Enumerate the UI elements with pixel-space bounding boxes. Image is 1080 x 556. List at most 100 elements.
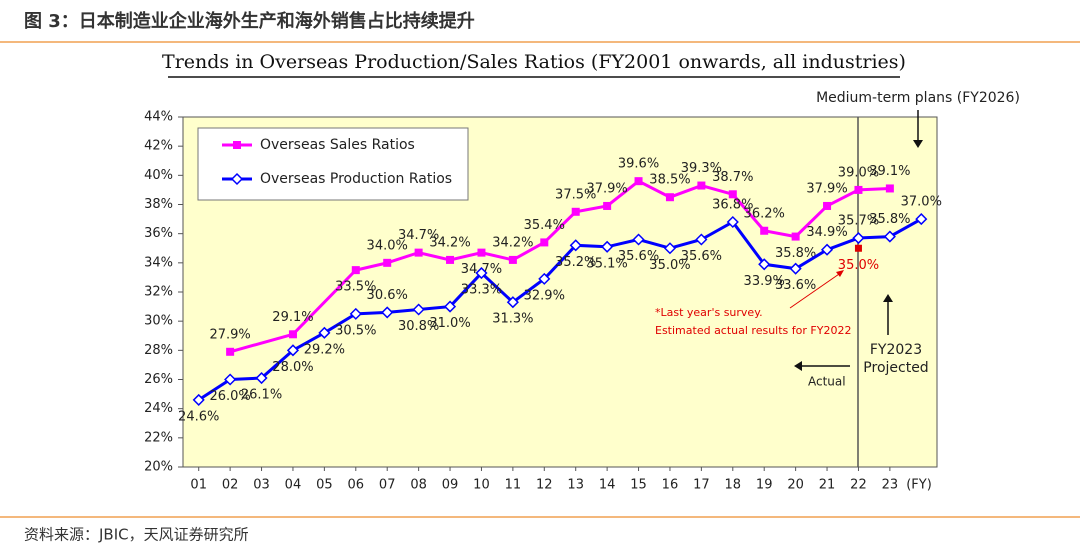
x-tick-label: 11: [505, 478, 522, 493]
marker: [697, 181, 706, 190]
marker: [601, 240, 614, 253]
value-label: 27.9%: [209, 327, 250, 342]
value-label: 38.7%: [712, 170, 753, 185]
marker: [854, 185, 863, 194]
arrow-head: [913, 140, 923, 148]
marker: [224, 373, 237, 386]
marker: [758, 258, 771, 271]
marker: [820, 243, 834, 256]
y-tick-label: 38%: [144, 197, 173, 212]
value-label: 32.9%: [524, 288, 565, 303]
x-tick-label: 22: [850, 478, 867, 493]
annotation: Estimated actual results for FY2022: [655, 324, 851, 337]
x-tick-label: 02: [222, 478, 239, 493]
marker: [446, 255, 455, 264]
value-label: 37.0%: [901, 195, 942, 210]
value-label: 36.2%: [744, 206, 785, 221]
y-tick-label: 34%: [144, 255, 173, 270]
y-tick-label: 36%: [144, 226, 173, 241]
x-tick-label: 19: [756, 478, 773, 493]
value-label: 35.1%: [586, 256, 627, 271]
y-tick-label: 40%: [144, 168, 173, 183]
annotation: Medium-term plans (FY2026): [816, 90, 1020, 106]
value-label: 35.0%: [649, 258, 690, 273]
header-title: 图 3：日本制造业企业海外生产和海外销售占比持续提升: [24, 10, 475, 32]
marker: [726, 215, 739, 229]
value-label: 39.3%: [681, 161, 722, 176]
value-label: 29.2%: [304, 342, 345, 357]
marker: [226, 347, 235, 356]
survey-marker: [854, 244, 862, 252]
y-tick-label: 44%: [144, 110, 173, 125]
y-tick-label: 30%: [144, 314, 173, 329]
marker: [571, 207, 580, 216]
value-label: 34.0%: [367, 238, 408, 253]
value-label: 34.9%: [806, 225, 847, 240]
marker: [915, 213, 928, 226]
value-label: 34.2%: [492, 235, 533, 250]
value-label: 29.1%: [272, 310, 313, 325]
x-tick-label: 13: [567, 478, 584, 493]
annotation: Projected: [863, 360, 928, 376]
marker: [288, 330, 297, 339]
marker: [791, 232, 800, 241]
value-label: 30.8%: [398, 319, 439, 334]
value-label: 28.0%: [272, 360, 313, 375]
series-line: [197, 217, 923, 402]
x-tick-label: 18: [725, 478, 742, 493]
value-label: 31.3%: [492, 312, 533, 327]
marker: [414, 248, 423, 257]
y-tick-label: 28%: [144, 343, 173, 358]
source-note: 资料来源：JBIC，天风证券研究所: [24, 526, 249, 544]
x-tick-label: 21: [819, 478, 836, 493]
arrow-head: [836, 270, 844, 277]
value-label: 35.7%: [838, 214, 879, 229]
chart-title: Trends in Overseas Production/Sales Rati…: [162, 51, 906, 73]
value-label: 35.8%: [775, 246, 816, 261]
marker: [192, 393, 205, 406]
x-tick-label: 05: [316, 478, 333, 493]
value-label: 33.5%: [335, 280, 376, 295]
value-label: 30.6%: [367, 288, 408, 303]
y-tick-label: 32%: [144, 285, 173, 300]
marker: [349, 307, 362, 320]
marker: [789, 262, 802, 275]
annotation: FY2023: [870, 342, 922, 358]
value-label: 34.7%: [398, 228, 439, 243]
marker: [286, 344, 300, 357]
x-tick-label: 15: [630, 478, 647, 493]
marker: [823, 201, 832, 210]
marker: [318, 326, 331, 339]
x-tick-label: 09: [442, 478, 459, 493]
y-tick-label: 42%: [144, 139, 173, 154]
x-axis-label: (FY): [906, 478, 932, 493]
value-label: 39.0%: [838, 165, 879, 180]
x-tick-label: 20: [787, 478, 804, 493]
marker: [663, 242, 677, 255]
marker: [508, 255, 517, 264]
value-label: 24.6%: [178, 409, 219, 424]
marker: [885, 184, 894, 193]
x-tick-label: 08: [410, 478, 427, 493]
value-label: 34.2%: [429, 235, 470, 250]
y-tick-label: 26%: [144, 372, 173, 387]
marker: [728, 190, 737, 199]
marker: [665, 193, 674, 202]
annotation: *Last year's survey.: [655, 306, 763, 319]
value-label: 35.4%: [524, 218, 565, 233]
x-tick-label: 04: [285, 478, 302, 493]
value-label: 35.6%: [618, 249, 659, 264]
marker: [383, 258, 392, 267]
marker: [695, 233, 708, 246]
marker: [381, 306, 394, 319]
legend-label: Overseas Sales Ratios: [260, 137, 415, 153]
x-tick-label: 07: [379, 478, 396, 493]
x-tick-label: 17: [693, 478, 710, 493]
arrow-head: [794, 361, 802, 371]
legend-label: Overseas Production Ratios: [260, 171, 452, 187]
marker: [412, 303, 425, 316]
marker: [477, 248, 486, 257]
y-tick-label: 20%: [144, 460, 173, 475]
value-label: 35.2%: [555, 255, 596, 270]
